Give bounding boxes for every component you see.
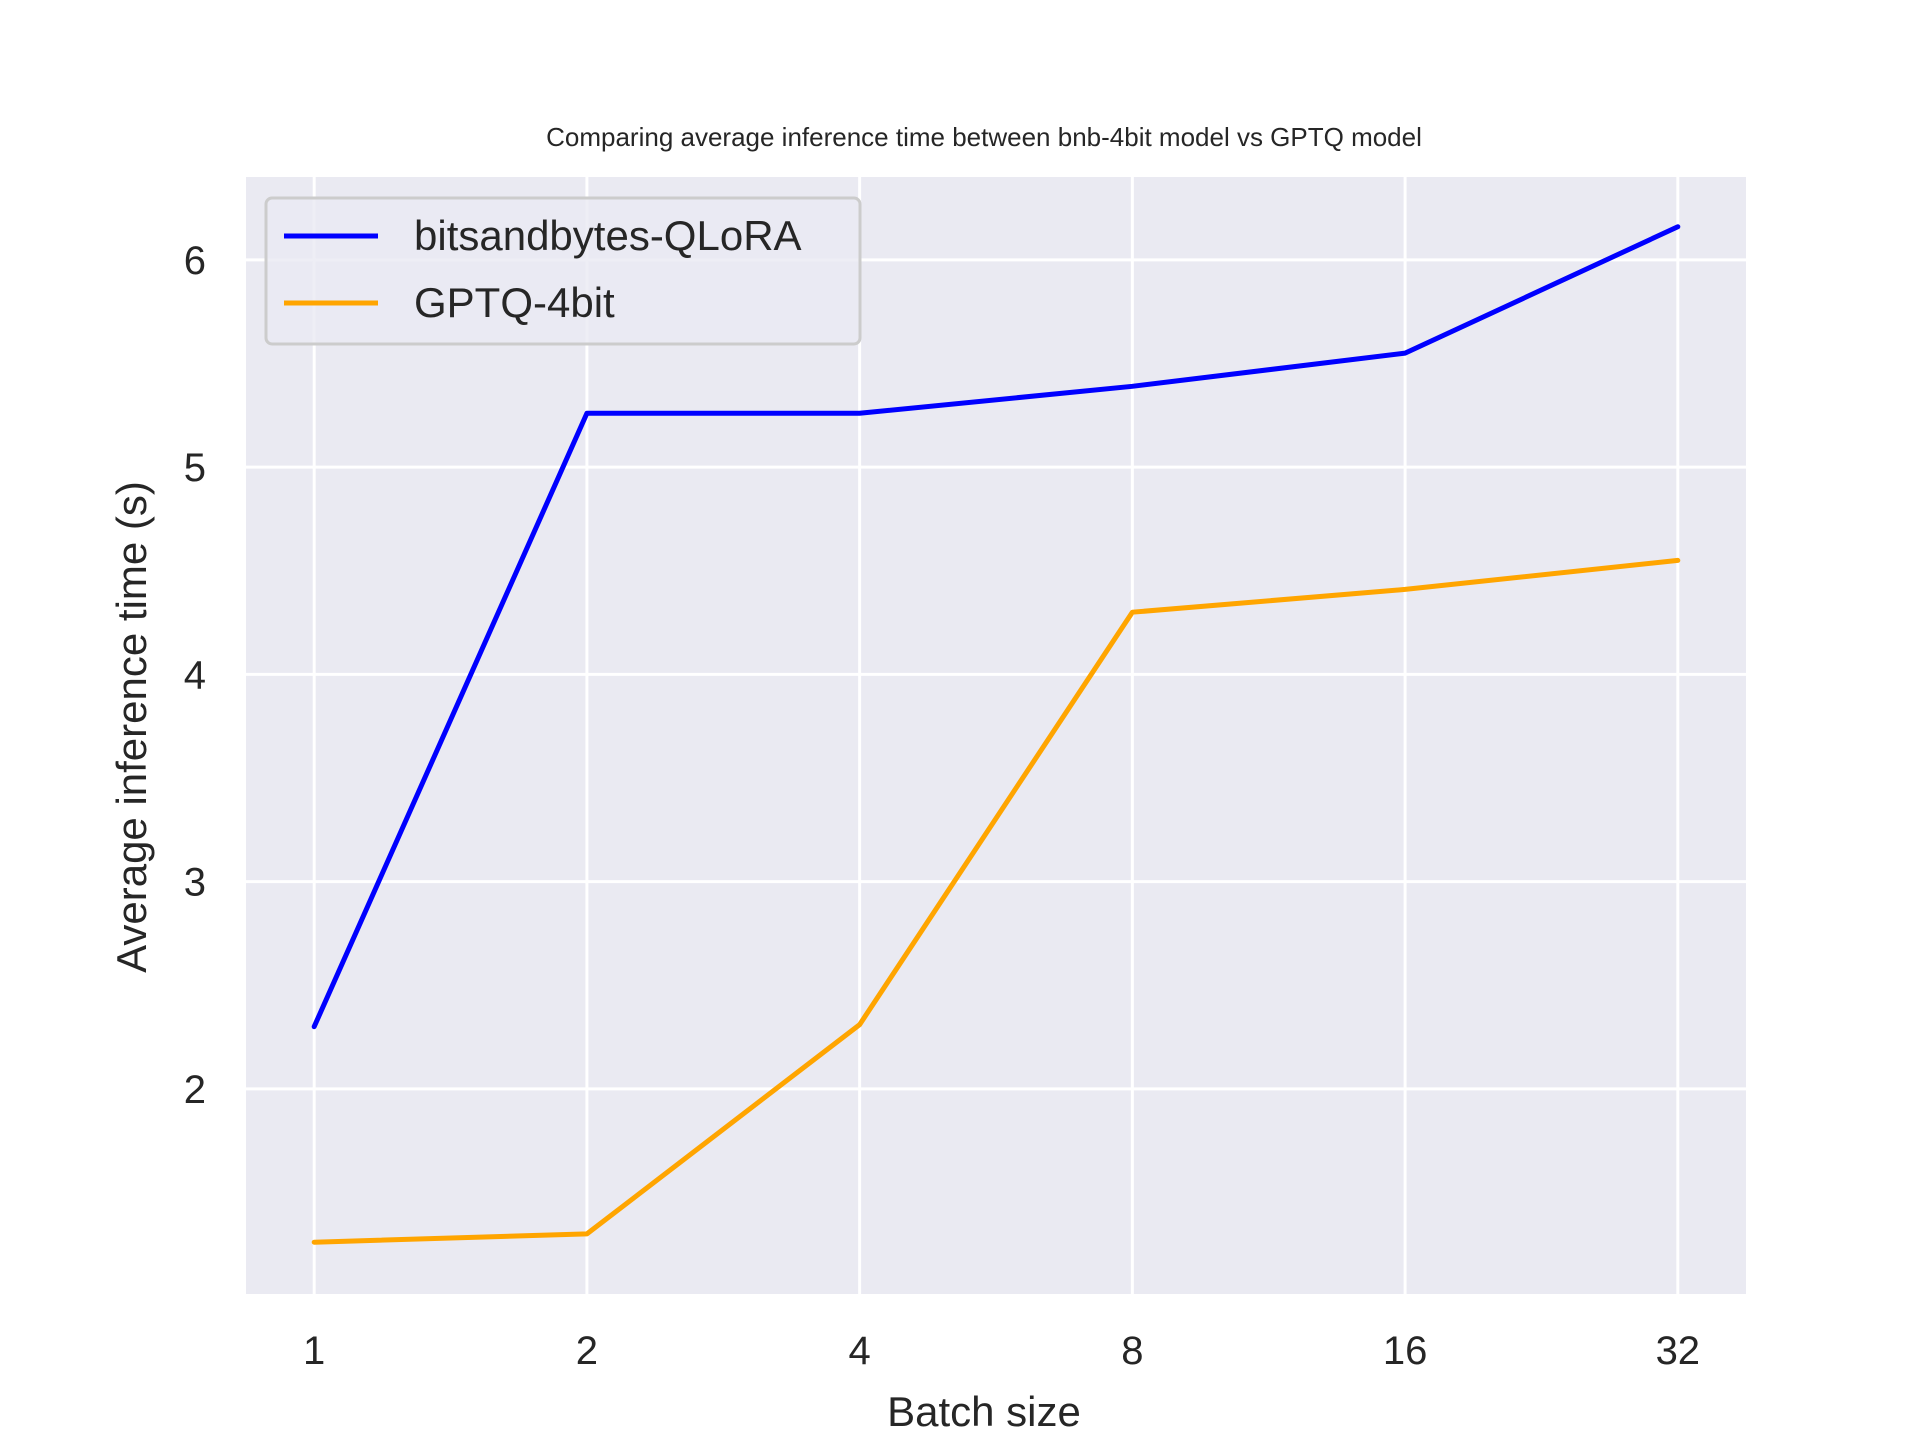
y-axis-label: Average inference time (s) <box>108 481 155 973</box>
y-tick-label: 6 <box>184 239 206 283</box>
x-tick-label: 1 <box>303 1329 325 1373</box>
y-tick-label: 4 <box>184 653 206 697</box>
x-axis-label: Batch size <box>887 1388 1081 1435</box>
y-tick-label: 5 <box>184 446 206 490</box>
legend-label: GPTQ-4bit <box>414 279 615 326</box>
legend-label: bitsandbytes-QLoRA <box>414 212 802 259</box>
y-tick-label: 3 <box>184 861 206 905</box>
legend: bitsandbytes-QLoRA GPTQ-4bit <box>266 198 860 344</box>
x-tick-label: 16 <box>1383 1329 1428 1373</box>
x-tick-label: 8 <box>1121 1329 1143 1373</box>
x-tick-label: 32 <box>1656 1329 1701 1373</box>
x-tick-label: 4 <box>849 1329 871 1373</box>
x-tick-label: 2 <box>576 1329 598 1373</box>
chart-title: Comparing average inference time between… <box>546 122 1422 152</box>
y-tick-label: 2 <box>184 1068 206 1112</box>
